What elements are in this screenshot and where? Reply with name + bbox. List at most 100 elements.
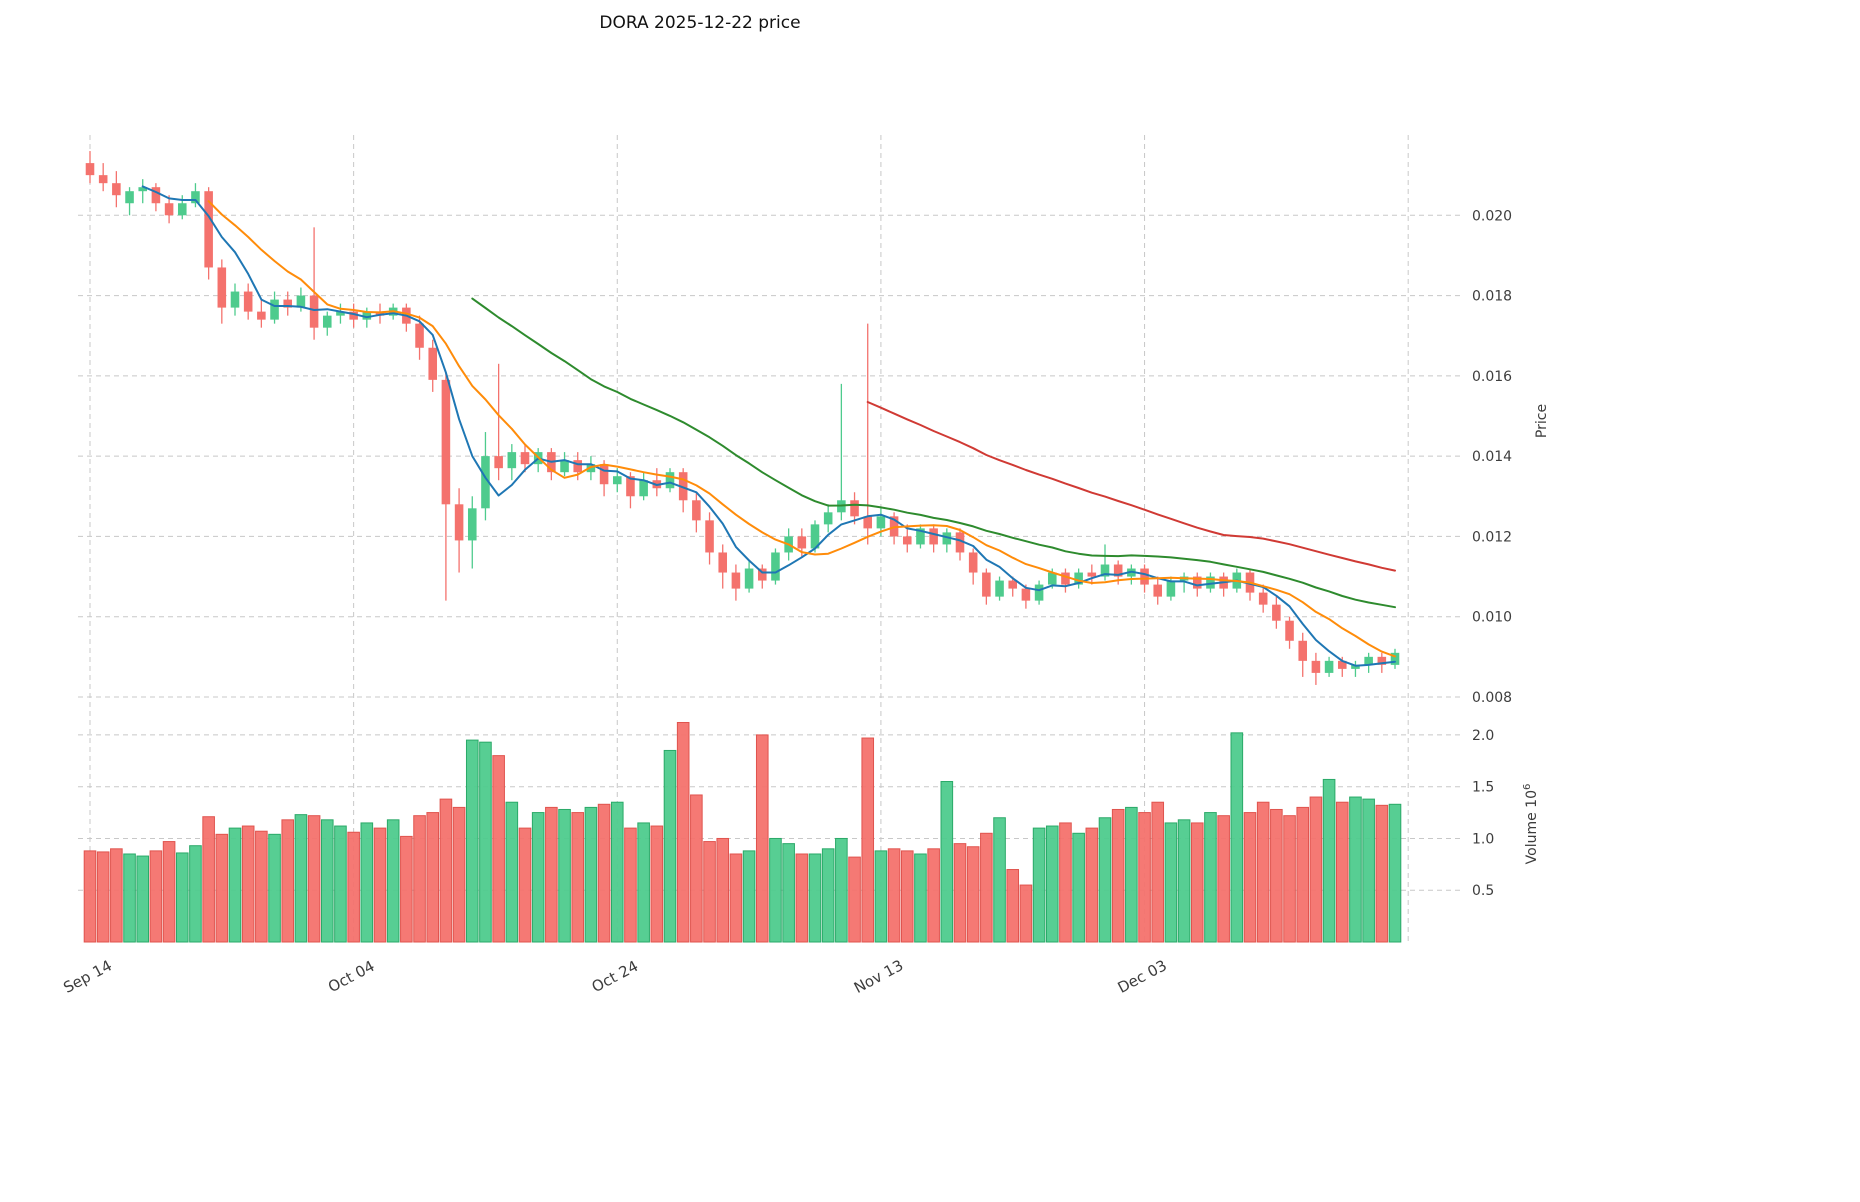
volume-bars-group [83, 721, 1402, 943]
volume-bar-up [386, 819, 400, 943]
volume-bar-down [347, 831, 360, 943]
volume-bar-down [1296, 806, 1310, 943]
ma-line-5 [141, 185, 1396, 667]
candle-body-down [968, 552, 978, 573]
candle-body-down [1311, 660, 1321, 673]
volume-bar-up [1349, 796, 1362, 943]
candle-body-up [744, 568, 754, 589]
candle-body-down [85, 163, 95, 176]
candle-body-down [98, 175, 108, 184]
volume-bar-down [439, 798, 453, 943]
volume-bar-up [334, 825, 347, 943]
candle-body-up [1074, 572, 1083, 585]
volume-bar-down [1335, 801, 1349, 943]
volume-bar-up [610, 801, 624, 943]
candle-body-down [757, 568, 767, 581]
candle-body-down [863, 516, 873, 529]
candle-body-up [810, 524, 820, 549]
volume-bar-down [729, 853, 743, 943]
volume-bar-up [1204, 812, 1217, 943]
volume-bar-up [175, 852, 189, 943]
volume-bar-up [558, 808, 571, 943]
volume-bar-up [835, 837, 848, 943]
candle-body-down [678, 472, 688, 501]
volume-bar-up [189, 845, 202, 943]
candle-body-down [1337, 660, 1347, 669]
candle-body-up [586, 464, 596, 473]
volume-bar-down [624, 827, 637, 943]
candle-body-down [415, 323, 424, 348]
candle-body-up [665, 472, 675, 489]
volume-bar-up [320, 819, 334, 943]
volume-bar-down [1111, 808, 1125, 943]
candle-body-up [177, 203, 187, 216]
candle-body-up [1351, 664, 1360, 669]
volume-bar-up [1098, 817, 1112, 943]
volume-bar-down [1151, 801, 1165, 943]
candles-group [85, 151, 1400, 685]
volume-bar-up [940, 781, 954, 943]
volume-bar-down [703, 841, 716, 943]
volume-bar-down [1270, 808, 1283, 943]
volume-bar-down [1375, 804, 1389, 943]
volume-bar-down [597, 803, 611, 943]
volume-bar-down [1217, 815, 1230, 943]
volume-bar-down [1256, 801, 1270, 943]
candle-body-down [1153, 584, 1163, 597]
candle-body-down [929, 528, 938, 545]
candle-body-up [191, 191, 200, 204]
candle-body-down [217, 267, 227, 308]
candle-body-down [573, 460, 583, 473]
volume-bar-up [637, 822, 650, 943]
volume-bar-down [848, 856, 861, 943]
candle-body-down [797, 536, 807, 549]
volume-bar-up [742, 850, 756, 943]
volume-bar-down [1006, 869, 1020, 943]
volume-bar-down [571, 812, 585, 943]
volume-bar-down [202, 816, 215, 943]
volume-bar-down [307, 815, 321, 943]
volume-bar-down [887, 848, 901, 943]
volume-bar-up [123, 853, 136, 943]
ma-line-60 [866, 401, 1396, 572]
candle-body-down [1298, 640, 1308, 661]
price-tick-label: 0.020 [1472, 208, 1512, 224]
volume-bar-down [676, 721, 690, 943]
volume-bar-up [1125, 806, 1138, 943]
candle-body-down [375, 311, 385, 316]
candle-body-down [705, 520, 714, 553]
candle-body-up [560, 460, 569, 473]
price-tick-label: 0.018 [1472, 289, 1512, 305]
candle-body-down [164, 203, 174, 216]
candle-body-up [771, 552, 780, 581]
volume-bar-up [136, 855, 150, 943]
candle-body-down [626, 476, 635, 497]
candle-body-down [902, 536, 912, 545]
candle-body-up [942, 532, 952, 545]
volume-bar-down [1085, 827, 1099, 943]
volume-bar-down [518, 827, 532, 943]
price-tick-label: 0.010 [1472, 610, 1512, 626]
candle-body-down [982, 572, 991, 597]
candle-body-up [1390, 652, 1400, 665]
candle-body-down [1140, 568, 1149, 585]
volume-bar-down [162, 841, 176, 943]
volume-bar-down [545, 806, 558, 943]
volume-bar-up [294, 814, 308, 943]
volume-bar-up [1045, 825, 1059, 943]
price-axis-label: Price [1534, 404, 1550, 438]
volume-bar-up [874, 850, 888, 943]
volume-bar-up [1362, 798, 1375, 943]
candle-body-down [1258, 592, 1268, 605]
ma-line-10 [207, 200, 1396, 658]
candle-body-up [823, 512, 833, 525]
volume-tick-label: 2.0 [1472, 728, 1494, 744]
volume-bar-down [215, 833, 229, 943]
candle-body-up [467, 508, 477, 541]
candle-body-down [349, 311, 358, 320]
volume-bar-up [1230, 732, 1244, 943]
volume-bar-up [993, 817, 1006, 943]
volume-bar-down [452, 806, 466, 943]
candle-body-down [112, 183, 121, 196]
